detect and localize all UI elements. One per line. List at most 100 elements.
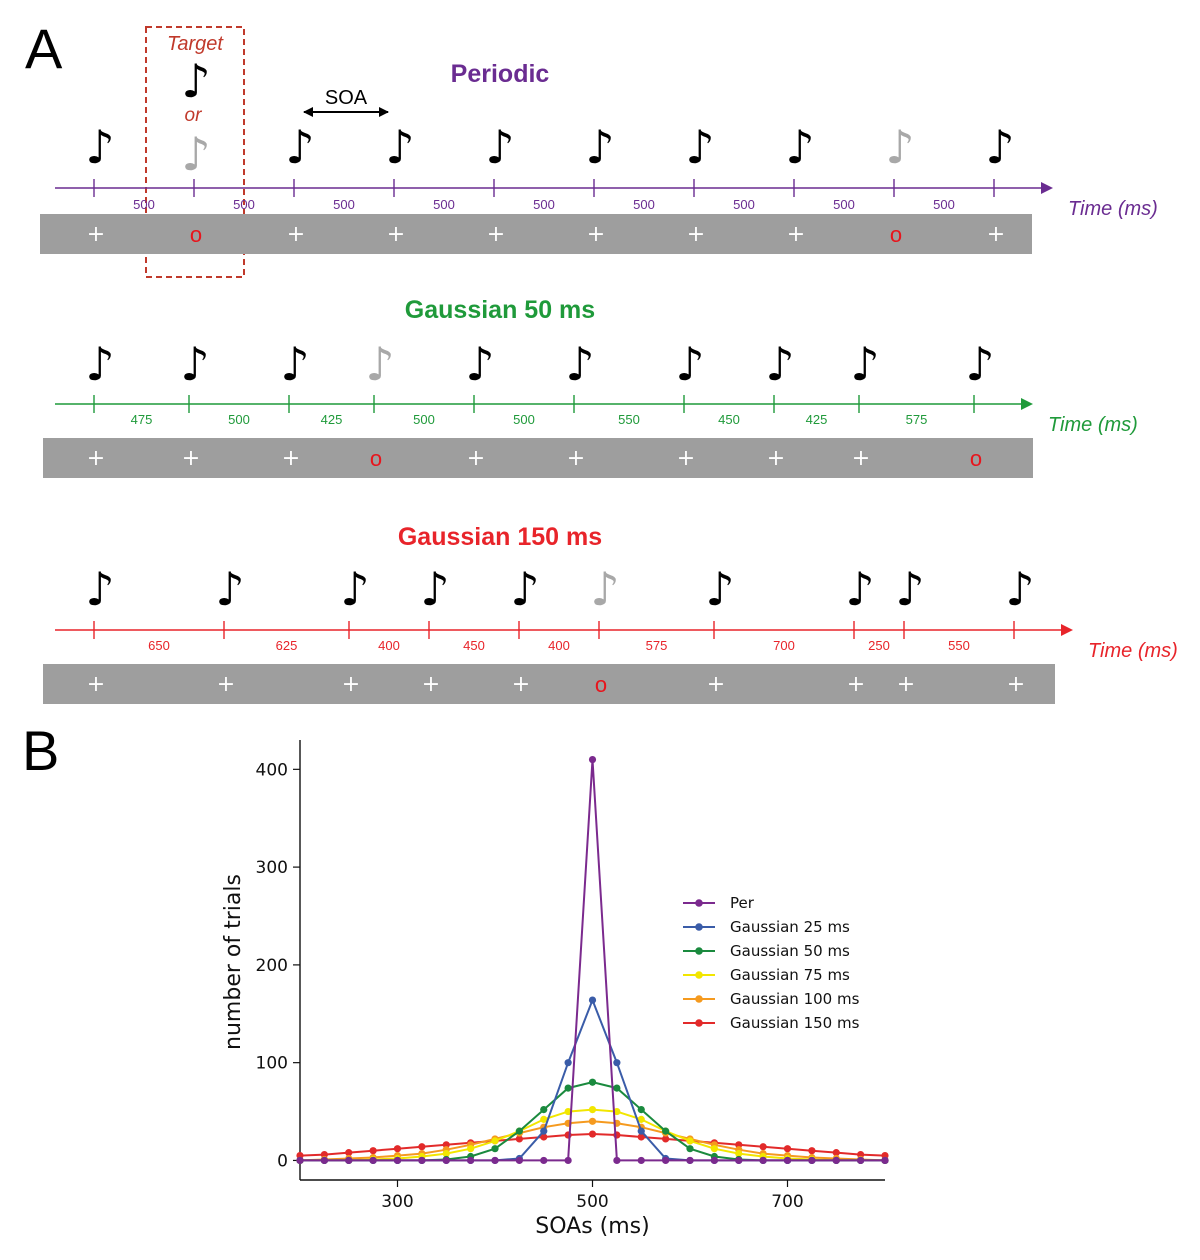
standard-note-icon: ♪ xyxy=(285,120,314,174)
data-point xyxy=(613,1059,621,1067)
data-point xyxy=(686,1156,694,1165)
interval-label: 500 xyxy=(133,197,155,212)
interval-label: 400 xyxy=(378,638,400,653)
data-point xyxy=(808,1156,816,1165)
data-point xyxy=(808,1147,816,1155)
x-tick-label: 500 xyxy=(576,1192,608,1212)
panel-a-label: A xyxy=(25,17,63,80)
row-periodic: Periodic Time (ms) 500 500 500 500 500 500 500 50… xyxy=(40,54,1158,254)
data-point xyxy=(442,1156,450,1165)
data-point xyxy=(418,1156,426,1165)
data-point xyxy=(369,1147,377,1155)
y-tick-label: 200 xyxy=(256,956,288,976)
series-line xyxy=(300,759,885,1162)
interval-label: 700 xyxy=(773,638,795,653)
legend-label: Gaussian 50 ms xyxy=(730,942,850,960)
y-axis-title: number of trials xyxy=(221,874,246,1050)
standard-note-icon: ♪ xyxy=(85,337,114,391)
target-label: Target xyxy=(167,33,224,55)
legend-label: Gaussian 25 ms xyxy=(730,918,850,936)
data-point xyxy=(637,1133,645,1141)
legend-label: Gaussian 75 ms xyxy=(730,966,850,984)
interval-label: 500 xyxy=(233,197,255,212)
standard-note-icon: ♪ xyxy=(845,562,874,616)
fixation-cross-icon: + xyxy=(987,222,1005,247)
soa-distribution-chart: 0 100 200 300 400 300 500 700 SOAs (ms) number of… xyxy=(221,740,889,1239)
standard-note-icon: ♪ xyxy=(685,120,714,174)
legend-label: Gaussian 150 ms xyxy=(730,1014,860,1032)
fixation-cross-icon: + xyxy=(707,672,725,697)
data-point xyxy=(710,1145,718,1153)
data-point xyxy=(832,1156,840,1165)
standard-note-icon: ♪ xyxy=(565,337,594,391)
interval-label: 500 xyxy=(413,412,435,427)
panel-b-label: B xyxy=(22,719,59,782)
data-point xyxy=(515,1135,523,1143)
data-point xyxy=(540,1127,548,1135)
data-point xyxy=(564,1107,572,1116)
target-note-icon: ♪ xyxy=(885,120,914,174)
x-axis-title: SOAs (ms) xyxy=(535,1214,649,1239)
data-point xyxy=(588,755,597,764)
data-point xyxy=(613,1156,621,1165)
standard-note-icon: ♪ xyxy=(985,120,1014,174)
data-point xyxy=(442,1150,450,1158)
standard-note-icon: ♪ xyxy=(765,337,794,391)
data-point xyxy=(491,1137,499,1145)
data-point xyxy=(613,1107,621,1116)
data-point xyxy=(783,1156,792,1165)
screen-bar xyxy=(40,214,1032,254)
fixation-cross-icon: + xyxy=(422,672,440,697)
data-point xyxy=(296,1156,304,1165)
data-point xyxy=(686,1137,694,1145)
fixation-cross-icon: + xyxy=(1007,672,1025,697)
fixation-cross-icon: + xyxy=(587,222,605,247)
fixation-cross-icon: + xyxy=(87,222,105,247)
interval-label: 500 xyxy=(333,197,355,212)
data-point xyxy=(735,1156,743,1165)
standard-note-icon: ♪ xyxy=(850,337,879,391)
data-point xyxy=(564,1059,572,1067)
fixation-cross-icon: + xyxy=(87,672,105,697)
target-circle-icon: o xyxy=(190,222,202,247)
interval-label: 475 xyxy=(131,412,153,427)
fixation-cross-icon: + xyxy=(217,672,235,697)
standard-note-icon: ♪ xyxy=(340,562,369,616)
data-point xyxy=(491,1145,499,1153)
standard-note-icon: ♪ xyxy=(180,337,209,391)
target-note-icon: ♪ xyxy=(365,337,394,391)
fixation-cross-icon: + xyxy=(387,222,405,247)
row-gauss150: Gaussian 150 ms Time (ms) 650 625 400 450 400 5… xyxy=(43,523,1178,704)
data-point xyxy=(345,1149,353,1157)
fixation-cross-icon: + xyxy=(897,672,915,697)
interval-label: 550 xyxy=(948,638,970,653)
series-gaussian-150-ms xyxy=(296,1130,889,1160)
interval-label: 450 xyxy=(463,638,485,653)
screen-bar xyxy=(43,664,1055,704)
target-circle-icon: o xyxy=(970,446,982,471)
data-point xyxy=(637,1127,645,1135)
legend: Per Gaussian 25 ms Gaussian 50 ms Gaussian … xyxy=(683,894,860,1032)
interval-label: 575 xyxy=(646,638,668,653)
fixation-cross-icon: + xyxy=(567,446,585,471)
data-point xyxy=(540,1156,548,1165)
interval-label: 500 xyxy=(733,197,755,212)
standard-note-icon: ♪ xyxy=(85,120,114,174)
target-circle-icon: o xyxy=(890,222,902,247)
standard-note-icon: ♪ xyxy=(585,120,614,174)
data-point xyxy=(588,1130,597,1138)
interval-label: 450 xyxy=(718,412,740,427)
data-point xyxy=(783,1145,792,1153)
row-gauss50: Gaussian 50 ms Time (ms) 475 500 425 500 500 55… xyxy=(43,296,1138,478)
data-point xyxy=(637,1115,645,1123)
data-point xyxy=(735,1150,743,1158)
interval-label: 550 xyxy=(618,412,640,427)
fixation-cross-icon: + xyxy=(87,446,105,471)
fixation-cross-icon: + xyxy=(487,222,505,247)
row-title: Periodic xyxy=(451,60,550,88)
target-note-icon: ♪ xyxy=(181,127,210,181)
target-note-icon: ♪ xyxy=(590,562,619,616)
fixation-cross-icon: + xyxy=(287,222,305,247)
fixation-cross-icon: + xyxy=(687,222,705,247)
data-point xyxy=(467,1145,475,1153)
